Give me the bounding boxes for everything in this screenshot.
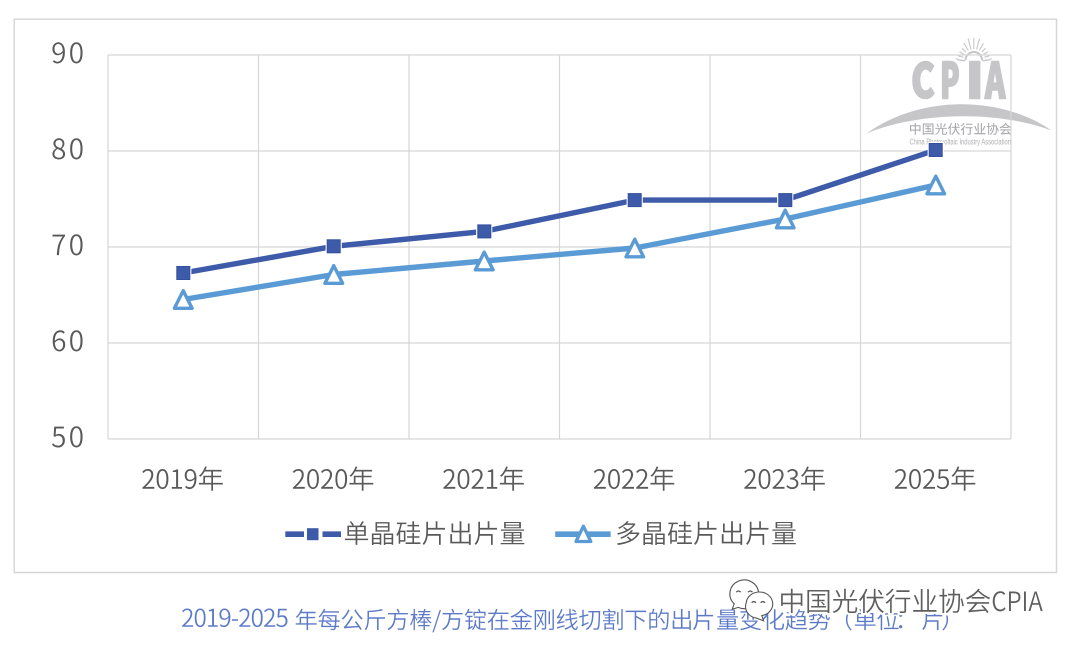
svg-text:China Photovoltaic Industry As: China Photovoltaic Industry Association <box>910 138 1012 147</box>
